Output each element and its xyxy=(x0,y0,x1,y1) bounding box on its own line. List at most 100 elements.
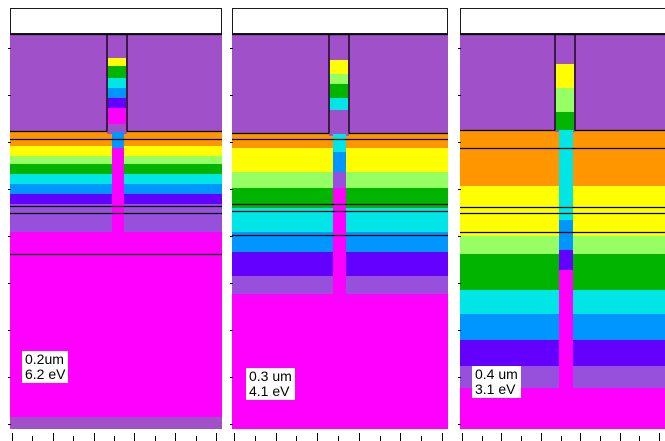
ridge-light-green xyxy=(556,88,574,112)
y-axis-tick xyxy=(230,236,233,237)
ridge-light-green xyxy=(330,74,348,84)
panel-title-bar xyxy=(460,8,665,34)
x-axis-tick xyxy=(196,436,197,441)
x-axis-tick xyxy=(234,433,235,441)
y-axis-tick xyxy=(458,283,461,284)
x-axis-tick xyxy=(501,433,502,441)
y-axis-tick xyxy=(8,95,11,96)
panel-label: 0.3 um 4.1 eV xyxy=(246,368,295,400)
x-axis-tick xyxy=(400,433,401,441)
y-axis-tick xyxy=(458,424,461,425)
ridge-violet xyxy=(108,98,126,108)
y-axis-tick xyxy=(8,377,11,378)
simulation-panel-3: 0.4 um 3.1 eV xyxy=(460,8,665,429)
x-axis-tick xyxy=(359,433,360,441)
energy-label: 4.1 eV xyxy=(249,383,290,399)
y-axis-tick xyxy=(230,330,233,331)
y-axis-tick xyxy=(8,424,11,425)
x-axis-tick xyxy=(580,433,581,441)
substrate-magenta xyxy=(10,232,222,417)
y-axis-tick xyxy=(230,424,233,425)
x-axis-tick xyxy=(276,433,277,441)
panel-title-bar xyxy=(10,8,222,34)
y-axis-tick xyxy=(230,283,233,284)
y-axis-tick xyxy=(458,48,461,49)
x-axis-tick xyxy=(421,436,422,441)
y-axis-tick xyxy=(458,330,461,331)
energy-label: 3.1 eV xyxy=(475,381,516,397)
y-axis-tick xyxy=(458,95,461,96)
y-axis-tick xyxy=(230,95,233,96)
ridge-blue xyxy=(108,88,126,98)
ridge-stem-violet xyxy=(333,172,346,188)
x-axis-tick xyxy=(296,436,297,441)
y-axis-tick xyxy=(458,142,461,143)
energy-label: 6.2 eV xyxy=(25,366,66,382)
ridge-stem-blue xyxy=(333,152,346,172)
x-axis-tick xyxy=(561,436,562,441)
x-axis-tick xyxy=(175,433,176,441)
ridge-cyan xyxy=(108,78,126,88)
x-axis-tick xyxy=(442,433,443,441)
x-axis-tick xyxy=(73,436,74,441)
x-axis-tick xyxy=(380,436,381,441)
x-axis-tick xyxy=(541,433,542,441)
ridge-green xyxy=(330,84,348,98)
y-axis-tick xyxy=(230,377,233,378)
ridge-green xyxy=(556,112,574,130)
y-axis-tick xyxy=(458,236,461,237)
ridge-cyan xyxy=(330,98,348,110)
x-axis-tick xyxy=(600,436,601,441)
y-axis-tick xyxy=(8,189,11,190)
x-axis-tick xyxy=(12,433,13,441)
x-axis-tick xyxy=(32,436,33,441)
y-axis-tick xyxy=(8,236,11,237)
panel-label: 0.4 um 3.1 eV xyxy=(472,366,521,398)
ridge-stem-violet xyxy=(559,250,573,270)
simulation-panel-2: 0.3 um 4.1 eV xyxy=(232,8,448,429)
x-axis-tick xyxy=(216,433,217,441)
ridge-outline xyxy=(554,33,576,131)
thickness-label: 0.4 um xyxy=(475,366,518,382)
x-axis-tick xyxy=(94,433,95,441)
x-axis-tick xyxy=(521,436,522,441)
energy-contour-plot xyxy=(460,33,665,429)
y-axis-tick xyxy=(8,330,11,331)
energy-contour-plot xyxy=(10,33,222,429)
ridge-stem-blue xyxy=(559,220,573,250)
y-axis-tick xyxy=(8,142,11,143)
ridge-stem-cyan xyxy=(333,134,346,152)
ridge-magenta xyxy=(108,108,126,124)
simulation-panel-1: 0.2um 6.2 eV xyxy=(10,8,222,429)
y-axis-tick xyxy=(230,189,233,190)
x-axis-tick xyxy=(317,433,318,441)
ridge-stem-cyan xyxy=(559,130,573,220)
ridge-green xyxy=(108,66,126,78)
panel-title-bar xyxy=(232,8,448,34)
ridge-yellow xyxy=(108,58,126,66)
x-axis-tick xyxy=(134,433,135,441)
ridge-yellow xyxy=(556,64,574,88)
ridge-outline xyxy=(328,33,350,134)
x-axis-tick xyxy=(462,433,463,441)
thickness-label: 0.2um xyxy=(25,351,64,367)
x-axis-tick xyxy=(53,433,54,441)
y-axis-tick xyxy=(230,142,233,143)
substrate-base xyxy=(10,417,222,429)
y-axis-tick xyxy=(8,283,11,284)
energy-contour-plot xyxy=(232,33,448,429)
ridge-yellow xyxy=(330,60,348,74)
x-axis-tick xyxy=(255,436,256,441)
y-axis-tick xyxy=(230,48,233,49)
x-axis-tick xyxy=(482,436,483,441)
y-axis-tick xyxy=(8,48,11,49)
panel-label: 0.2um 6.2 eV xyxy=(22,351,69,383)
ridge-outline xyxy=(106,33,128,132)
x-axis-tick xyxy=(338,436,339,441)
x-axis-tick xyxy=(620,433,621,441)
x-axis-tick xyxy=(639,436,640,441)
x-axis-tick xyxy=(114,436,115,441)
x-axis-tick xyxy=(659,433,660,441)
y-axis-tick xyxy=(458,377,461,378)
substrate-magenta xyxy=(232,294,448,429)
